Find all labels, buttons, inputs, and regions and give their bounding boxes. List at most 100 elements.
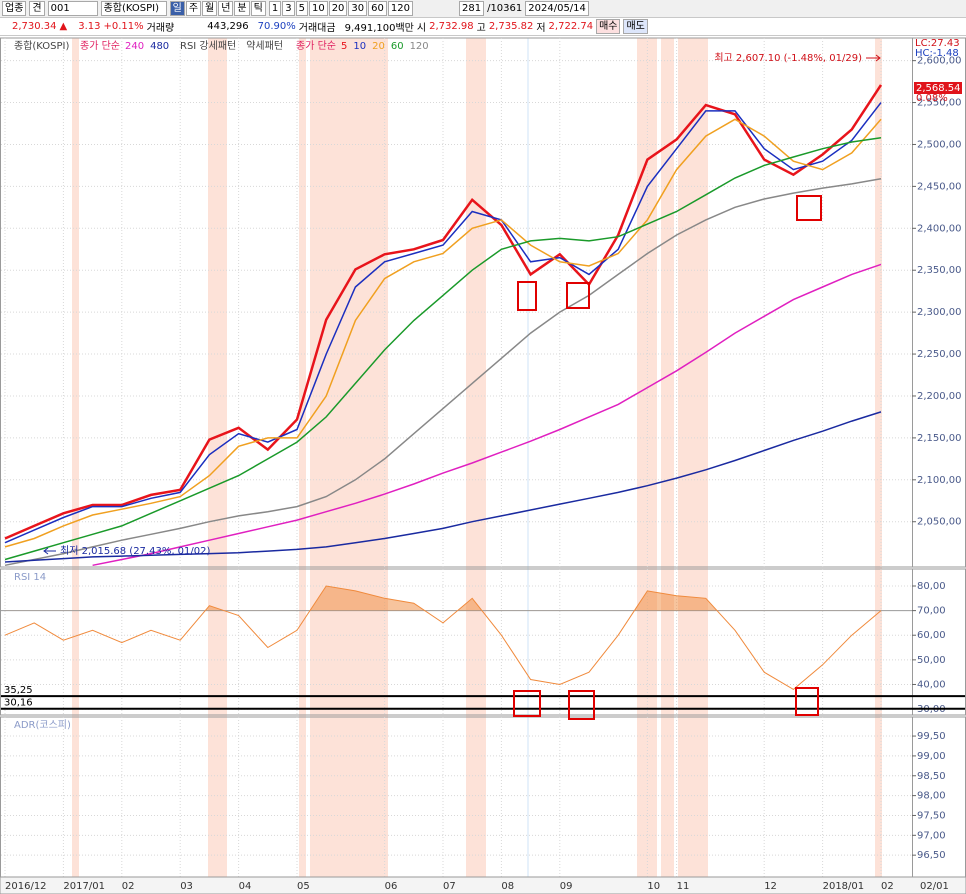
panel-frame <box>0 37 913 568</box>
x-tick-label: 2017/01 <box>63 881 105 892</box>
x-tick-label: 06 <box>385 881 398 892</box>
ma-line <box>4 178 882 567</box>
x-tick-label: 2018/01 <box>823 881 865 892</box>
y-tick-label: 80,00 <box>917 581 946 592</box>
quote-bar: 2,730.34 ▲ 3.13 +0.11% 거래량 443,296 70.90… <box>0 18 966 36</box>
count[interactable]: 281 <box>458 1 485 16</box>
y-tick-label: 2,500,00 <box>917 139 962 150</box>
interval-button[interactable]: 30 <box>348 1 368 16</box>
y-tick-label: 2,200,00 <box>917 391 962 402</box>
ma-line <box>4 102 882 544</box>
y-tick-label: 97,00 <box>917 830 946 841</box>
pattern-box <box>566 282 590 309</box>
date[interactable]: 2024/05/14 <box>525 1 589 16</box>
cursor-date: 02/01 <box>920 881 949 892</box>
x-tick-label: 09 <box>560 881 573 892</box>
interval-button[interactable]: 1 <box>268 1 282 16</box>
axis-frame <box>912 568 966 716</box>
legend-entry: 20 <box>372 41 385 52</box>
interval-button[interactable]: 120 <box>387 1 413 16</box>
x-tick-label: 2016/12 <box>5 881 47 892</box>
pattern-box <box>796 195 822 221</box>
price: 2,730.34 <box>12 21 57 32</box>
legend-entry: 10 <box>353 41 366 52</box>
y-tick-label: 2,300,00 <box>917 307 962 318</box>
open-label: 시 <box>416 23 427 34</box>
period-button[interactable]: 월 <box>202 1 218 16</box>
y-tick-label: 2,600,00 <box>917 56 962 67</box>
axis-frame <box>912 37 966 568</box>
period-button[interactable]: 틱 <box>250 1 266 16</box>
pattern-band <box>299 38 306 877</box>
legend-entry: 480 <box>150 41 169 52</box>
pattern-box <box>795 687 819 716</box>
panel-frame <box>0 568 913 716</box>
intervals: 1 3 5 10 20 30 60 120 <box>268 1 413 16</box>
pattern-band <box>678 38 708 877</box>
x-tick-label: 08 <box>501 881 514 892</box>
x-tick-label: 03 <box>180 881 193 892</box>
code[interactable]: 001 <box>47 1 98 16</box>
x-tick-label: 12 <box>764 881 777 892</box>
interval-button[interactable]: 60 <box>368 1 387 16</box>
ma-line <box>92 263 882 567</box>
pattern-band <box>208 38 227 877</box>
period-button[interactable]: 분 <box>234 1 250 16</box>
y-tick-label: 99,50 <box>917 731 946 742</box>
period-button[interactable]: 년 <box>218 1 234 16</box>
high-annotation: 최고 2,607.10 (-1.48%, 01/29) <box>714 52 862 64</box>
index-name[interactable]: 종합(KOSPI) <box>100 1 167 16</box>
interval-button[interactable]: 20 <box>328 1 348 16</box>
interval-button[interactable]: 10 <box>308 1 328 16</box>
level-label: 30,16 <box>4 698 33 709</box>
level-label: 35,25 <box>4 685 33 696</box>
y-tick-label: 2,550,00 <box>917 98 962 109</box>
high-arrow <box>866 54 881 62</box>
x-tick-label: 10 <box>647 881 660 892</box>
legend-label: 종가 단순 <box>80 40 120 52</box>
ma-line <box>4 84 883 540</box>
high-label: 고 <box>476 23 486 34</box>
rsi-line <box>4 585 882 691</box>
y-tick-label: 70,00 <box>917 606 946 617</box>
y-tick-label: 50,00 <box>917 655 946 666</box>
x-tick-label: 07 <box>443 881 456 892</box>
low: 2,722.74 <box>548 21 594 32</box>
period-button[interactable]: 주 <box>185 1 202 16</box>
total: /10361 <box>487 3 523 14</box>
y-tick-label: 2,050,00 <box>917 517 962 528</box>
interval-button[interactable]: 3 <box>282 1 295 16</box>
last-pct: 0.08% <box>916 93 948 104</box>
y-tick-label: 97,50 <box>917 810 946 821</box>
panel-title: 종합(KOSPI) <box>14 40 70 52</box>
volume-label: 거래량 <box>146 23 175 34</box>
period-button[interactable]: 일 <box>169 1 185 16</box>
code-label[interactable]: 견 <box>29 1 45 16</box>
interval-button[interactable]: 5 <box>295 1 308 16</box>
lc-label: LC:27.43 <box>915 38 960 49</box>
ma-line <box>4 411 882 563</box>
amount: 9,491,100백만 <box>344 23 414 34</box>
market[interactable]: 업종 <box>2 1 27 16</box>
x-tick-label: 04 <box>239 881 252 892</box>
hc-label: HC:-1.48 <box>915 48 959 59</box>
last-box <box>914 82 962 94</box>
sell-button[interactable]: 매도 <box>623 19 648 34</box>
y-tick-label: 40,00 <box>917 679 946 690</box>
volume-ratio: 70.90% <box>257 21 296 32</box>
low-arrow <box>43 547 56 555</box>
pattern-band <box>466 38 486 877</box>
y-tick-label: 2,150,00 <box>917 433 962 444</box>
change-pct: +0.11% <box>103 21 144 32</box>
legend-pattern: 약세패턴 <box>246 40 283 52</box>
y-tick-label: 99,00 <box>917 751 946 762</box>
buy-button[interactable]: 매수 <box>596 19 621 34</box>
y-tick-label: 60,00 <box>917 630 946 641</box>
x-axis-bg <box>0 876 966 894</box>
y-tick-label: 2,250,00 <box>917 349 962 360</box>
low-label: 저 <box>536 23 546 34</box>
legend-entry: 5 <box>341 41 347 52</box>
chart: 2,050,00 2,100,00 2,150,00 2,200,00 2,250,00… <box>0 37 966 894</box>
